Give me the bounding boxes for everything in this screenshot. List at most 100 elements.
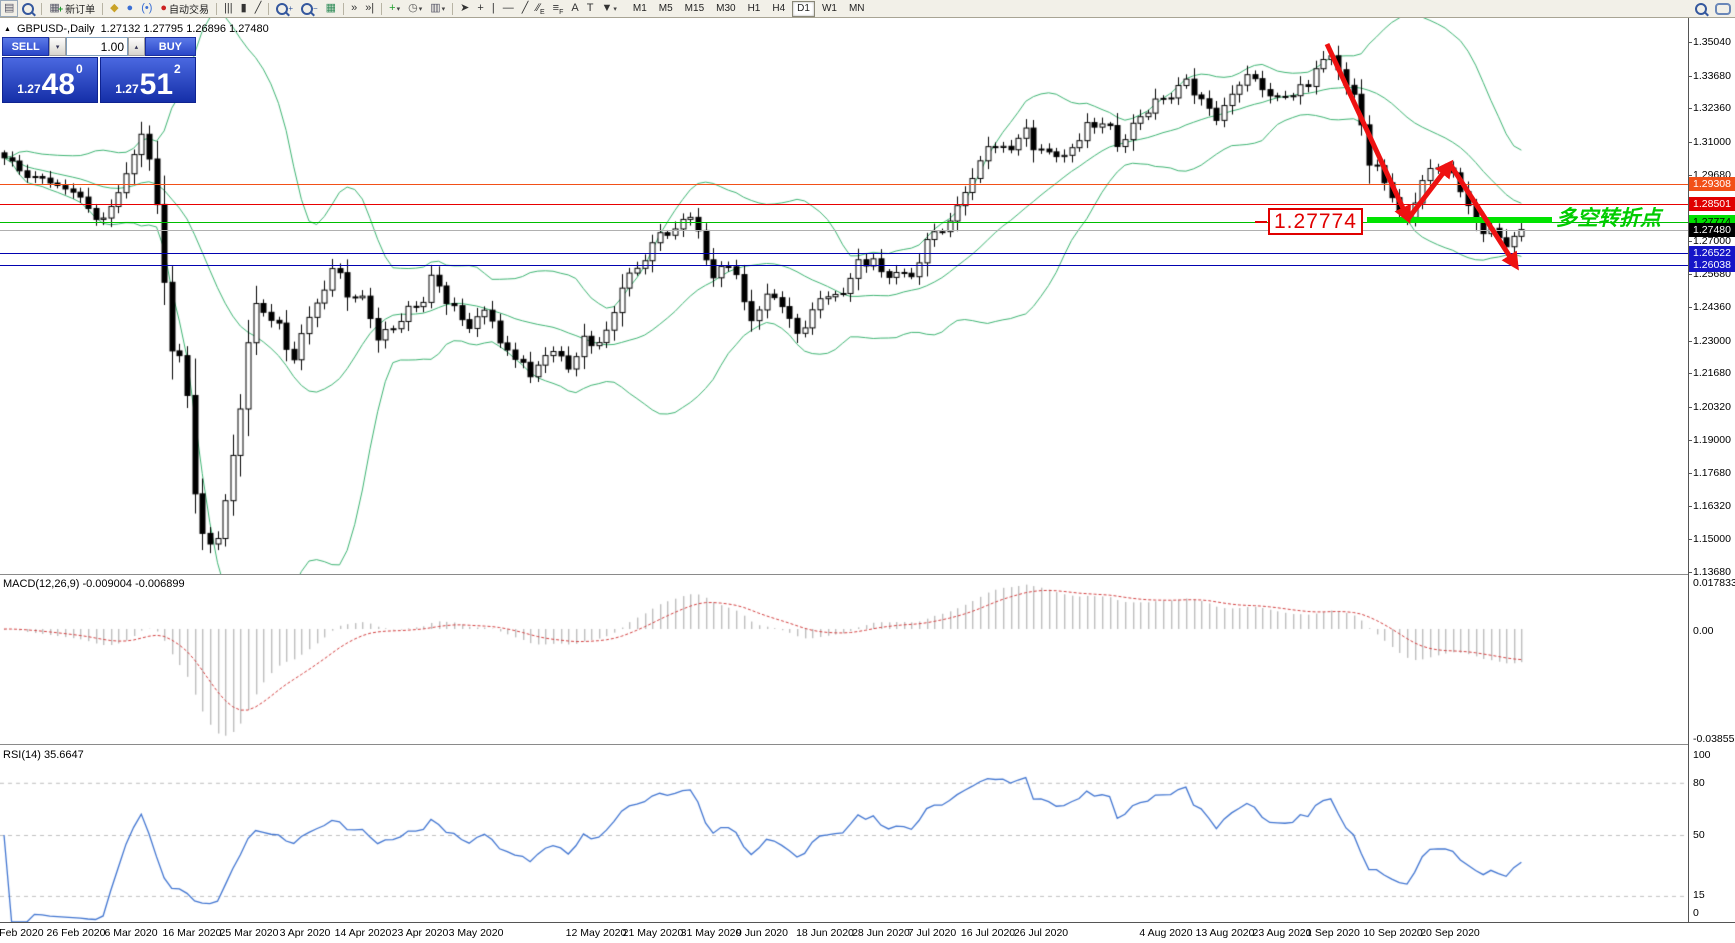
horizontal-level-line-1.27774[interactable] (0, 222, 1688, 224)
text-button[interactable]: A (567, 0, 582, 17)
zoom-out-button[interactable]: − (297, 0, 322, 17)
vertical-line-button[interactable]: | (488, 0, 499, 17)
price-tick-label: 1.31000 (1688, 136, 1731, 149)
price-tick-label: 1.35040 (1688, 36, 1731, 48)
profiles-button[interactable] (18, 0, 38, 17)
price-axis[interactable]: 1.293081.285011.277741.274801.265221.260… (1688, 18, 1735, 922)
chart-shift-button[interactable]: »| (361, 0, 378, 17)
indicator-tick-label: 100 (1693, 749, 1711, 761)
new-order-button[interactable]: ▦ + 新订单 (49, 2, 96, 17)
zoom-out-icon (300, 2, 313, 15)
ask-price-box[interactable]: 1.27 51 2 (100, 57, 196, 103)
macd-canvas[interactable] (0, 576, 1688, 744)
zoom-in-button[interactable]: + (272, 0, 297, 17)
arrows-button[interactable]: ▼ ▾ (597, 0, 620, 17)
signals-button[interactable]: (•) (137, 0, 156, 17)
toolbar: ▤ ▦ + 新订单 ◆ ● (•) ● 自动交易 ||| ▮ ╱ + − ▦» »| + ▾ ◷ ▾ ▥ ▾ ➤ + | — ╱ ∕∕… (0, 0, 1735, 18)
templates-button[interactable]: ▥ ▾ (426, 0, 449, 17)
macd-label: MACD(12,26,9) -0.009004 -0.006899 (3, 578, 185, 590)
price-tick-label: 1.17680 (1688, 466, 1731, 479)
volume-decrease-button[interactable]: ▾ (49, 37, 67, 56)
volume-increase-button[interactable]: ▴ (128, 37, 145, 56)
date-tick-label: 16 Mar 2020 (162, 927, 222, 939)
bar-chart-button[interactable]: ||| (220, 0, 237, 17)
toolbar-separator (343, 2, 345, 15)
chat-icon[interactable] (1715, 2, 1731, 15)
horizontal-line-button[interactable]: — (499, 0, 518, 17)
price-tick-label: 1.19000 (1688, 433, 1731, 446)
date-tick-label: 20 Sep 2020 (1420, 927, 1480, 939)
equidistant-channel-button[interactable]: ∕∕ E (536, 2, 545, 17)
support-highlight-bar[interactable] (1367, 217, 1552, 223)
main-chart-window: ▲ GBPUSD-,Daily 1.27132 1.27795 1.26896 … (0, 18, 1688, 574)
mql5-community-button[interactable]: ● (123, 0, 138, 17)
new-chart-icon: ▤ (4, 2, 15, 14)
price-callout-label[interactable]: 1.27774 (1268, 208, 1363, 236)
auto-scroll-icon: » (351, 2, 358, 14)
horizontal-level-line-1.28501[interactable] (0, 204, 1688, 206)
crosshair-button[interactable]: + (473, 0, 487, 17)
indicators-icon: + (389, 2, 396, 14)
auto-trading-button[interactable]: ● 自动交易 (156, 0, 213, 17)
new-chart-button[interactable]: ▤ (0, 0, 19, 17)
turning-point-annotation[interactable]: 多空转折点 (1556, 207, 1661, 231)
price-chart-canvas[interactable] (0, 18, 1688, 574)
timeframe-h4-button[interactable]: H4 (772, 3, 786, 14)
fibonacci-button[interactable]: ≡ F (552, 2, 564, 17)
price-badge-1.28501: 1.28501 (1689, 197, 1735, 212)
timeframe-w1-button[interactable]: W1 (821, 3, 837, 14)
horizontal-level-line-1.26522[interactable] (0, 253, 1688, 255)
dropdown-arrow-icon[interactable]: ▾ (441, 5, 446, 13)
expert-advisors-button[interactable]: ◆ (106, 0, 122, 17)
toolbar-separator (41, 2, 43, 15)
toolbar-separator (381, 2, 383, 15)
rsi-indicator-window: RSI(14) 35.6647 (0, 746, 1688, 922)
timeframe-mn-button[interactable]: MN (848, 3, 865, 14)
trendline-button[interactable]: ╱ (518, 0, 533, 17)
window-separator[interactable] (0, 574, 1735, 577)
volume-input[interactable] (66, 37, 129, 56)
dropdown-arrow-icon[interactable]: ▾ (396, 5, 401, 13)
sell-button[interactable]: SELL (2, 37, 50, 56)
one-click-trade-panel: SELL ▾ ▴ BUY 1.27 48 0 1.27 51 2 (2, 37, 196, 103)
price-tick-label: 1.13680 (1688, 565, 1731, 578)
timeframe-d1-button[interactable]: D1 (792, 0, 815, 17)
collapse-icon[interactable]: ▲ (4, 25, 11, 33)
tile-windows-button[interactable]: ▦ (322, 0, 340, 17)
date-tick-label: 23 Aug 2020 (1252, 927, 1312, 939)
timeframe-m30-button[interactable]: M30 (716, 3, 736, 14)
timeframe-m1-button[interactable]: M1 (632, 3, 647, 14)
toolbar-separator (268, 2, 270, 15)
horizontal-level-line-1.26038[interactable] (0, 265, 1688, 267)
rsi-canvas[interactable] (0, 746, 1688, 922)
bid-price-box[interactable]: 1.27 48 0 (2, 57, 98, 103)
search-icon[interactable] (1695, 2, 1707, 15)
timeframe-h1-button[interactable]: H1 (747, 3, 761, 14)
cursor-button[interactable]: ➤ (456, 0, 473, 17)
auto-scroll-button[interactable]: » (347, 0, 361, 17)
auto-trading-label: 自动交易 (169, 5, 210, 16)
red-trend-arrow[interactable] (0, 18, 1688, 574)
dropdown-arrow-icon[interactable]: ▾ (613, 5, 617, 13)
timeframe-m15-button[interactable]: M15 (684, 3, 705, 14)
date-tick-label: 14 Apr 2020 (334, 927, 392, 939)
price-badge-1.27480: 1.27480 (1689, 222, 1735, 237)
date-tick-label: 1 Sep 2020 (1306, 927, 1360, 939)
buy-button[interactable]: BUY (144, 37, 196, 56)
text-label-icon: T (586, 2, 594, 14)
price-tick-label: 1.20320 (1688, 401, 1731, 414)
vertical-line-icon: | (491, 2, 495, 14)
periods-button[interactable]: ◷ ▾ (404, 0, 426, 17)
line-chart-button[interactable]: ╱ (251, 0, 266, 17)
candlestick-chart-button[interactable]: ▮ (237, 0, 251, 17)
text-label-button[interactable]: T (583, 0, 598, 17)
indicator-tick-label: 80 (1693, 777, 1705, 789)
dropdown-arrow-icon[interactable]: ▾ (418, 5, 423, 13)
price-tick-label: 1.21680 (1688, 367, 1731, 380)
timeframe-m5-button[interactable]: M5 (658, 3, 673, 14)
horizontal-level-line-1.29308[interactable] (0, 184, 1688, 186)
indicators-button[interactable]: + ▾ (385, 0, 404, 17)
macd-indicator-window: MACD(12,26,9) -0.009004 -0.006899 (0, 576, 1688, 744)
window-separator[interactable] (0, 744, 1735, 747)
